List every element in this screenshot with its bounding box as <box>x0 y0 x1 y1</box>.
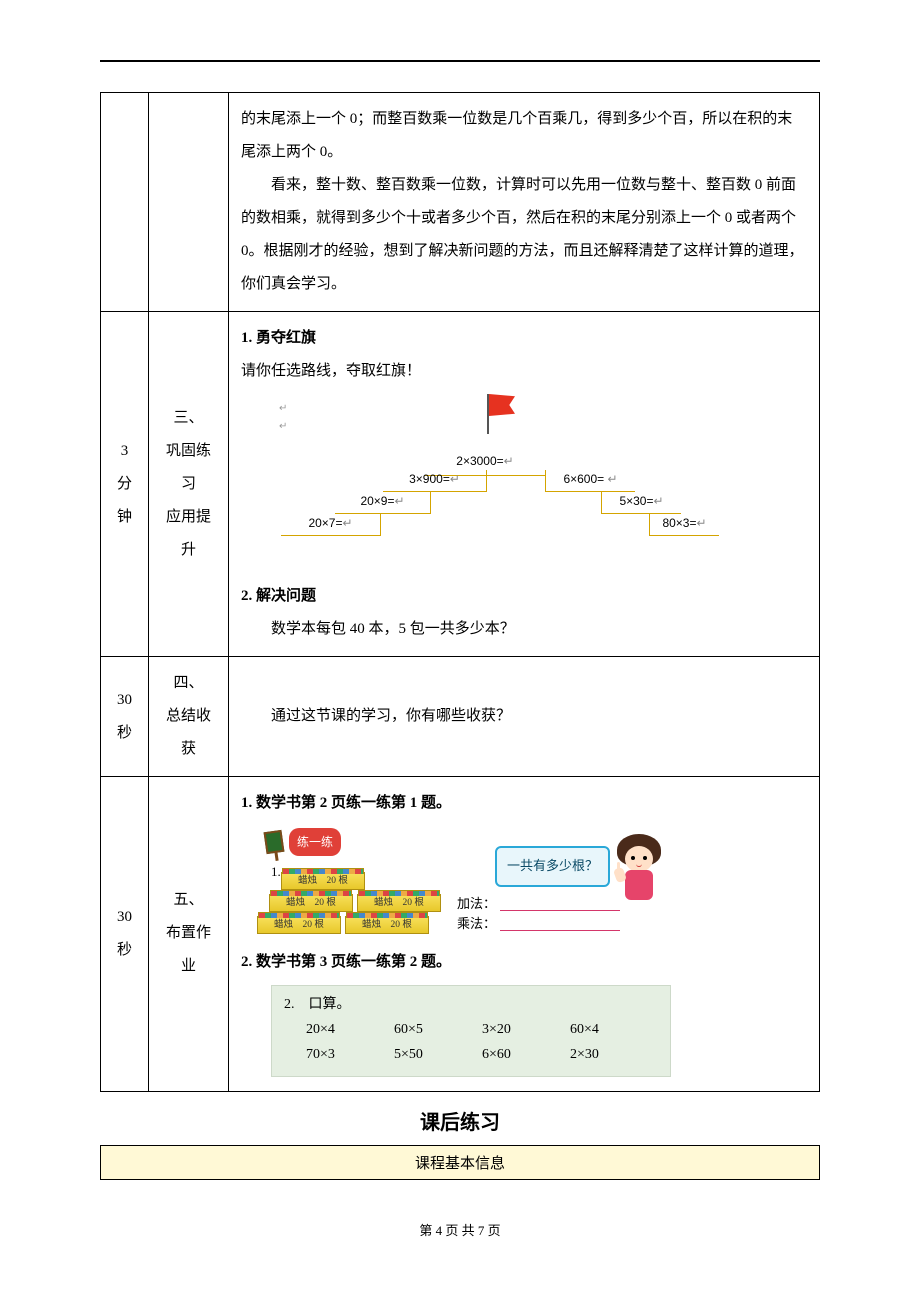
mul-label: 乘法： <box>457 916 496 931</box>
calc-item: 5×50 <box>394 1042 482 1067</box>
content-cell-3: 1. 数学书第 2 页练一练第 1 题。 练一练 1. 蜡烛 20 根 蜡烛 2… <box>229 777 820 1092</box>
calc-item: 2×30 <box>570 1042 658 1067</box>
subheading: 2. 解决问题 <box>241 580 807 613</box>
time-cell: 30 秒 <box>101 657 149 777</box>
time-cell-empty <box>101 93 149 312</box>
lesson-table: 的末尾添上一个 0；而整百数乘一位数是几个百乘几，得到多少个百，所以在积的末尾添… <box>100 92 820 1092</box>
section-num: 四、 <box>161 667 216 700</box>
stair-step: 5×30=↵ <box>601 492 681 514</box>
equation: 20×9= <box>360 494 394 508</box>
table-row: 的末尾添上一个 0；而整百数乘一位数是几个百乘几，得到多少个百，所以在积的末尾添… <box>101 93 820 312</box>
section-title: 布置作业 <box>161 917 216 983</box>
top-rule <box>100 60 820 62</box>
equation: 80×3= <box>662 516 696 530</box>
time-value: 30 <box>117 909 132 925</box>
subheading: 1. 数学书第 2 页练一练第 1 题。 <box>241 787 807 820</box>
section-num: 三、 <box>161 402 216 435</box>
equation: 2×3000= <box>456 454 503 468</box>
homework1-illustration: 练一练 1. 蜡烛 20 根 蜡烛 20 根 蜡烛 20 根 蜡烛 20 根 <box>247 824 677 944</box>
content-cell-0: 的末尾添上一个 0；而整百数乘一位数是几个百乘几，得到多少个百，所以在积的末尾添… <box>229 93 820 312</box>
summary-text: 通过这节课的学习，你有哪些收获？ <box>241 700 807 733</box>
stair-step: 80×3=↵ <box>649 514 719 536</box>
section-num: 五、 <box>161 884 216 917</box>
crayon-box: 蜡烛 20 根 <box>257 916 341 934</box>
crayon-box: 蜡烛 20 根 <box>281 872 365 890</box>
blank-line <box>500 899 620 911</box>
calc-item: 6×60 <box>482 1042 570 1067</box>
flag-icon <box>487 394 489 434</box>
blackboard-icon <box>264 830 285 854</box>
speech-bubble: 一共有多少根？ <box>495 846 610 887</box>
paragraph: 的末尾添上一个 0；而整百数乘一位数是几个百乘几，得到多少个百，所以在积的末尾添… <box>241 103 807 169</box>
calc-box: 2. 口算。 20×4 60×5 3×20 60×4 70×3 5×50 6×6… <box>271 985 671 1077</box>
equation: 20×7= <box>308 516 342 530</box>
course-info-header: 课程基本信息 <box>100 1145 820 1180</box>
section-cell: 三、 巩固练习 应用提升 <box>149 312 229 657</box>
crayon-stack: 蜡烛 20 根 蜡烛 20 根 蜡烛 20 根 蜡烛 20 根 蜡烛 20 根 <box>257 872 447 936</box>
time-unit: 秒 <box>117 725 132 741</box>
equation: 3×900= <box>409 472 450 486</box>
return-mark-icon: ↵ <box>279 416 287 438</box>
table-row: 30 秒 五、 布置作业 1. 数学书第 2 页练一练第 1 题。 练一练 1. <box>101 777 820 1092</box>
table-row: 3 分钟 三、 巩固练习 应用提升 1. 勇夺红旗 请你任选路线，夺取红旗！ ↵… <box>101 312 820 657</box>
section-cell-empty <box>149 93 229 312</box>
instruction-text: 请你任选路线，夺取红旗！ <box>241 355 807 388</box>
equation: 5×30= <box>619 494 653 508</box>
calc-item: 60×4 <box>570 1017 658 1042</box>
calc-item: 60×5 <box>394 1017 482 1042</box>
time-value: 3 <box>121 443 129 459</box>
crayon-box: 蜡烛 20 根 <box>269 894 353 912</box>
section-cell: 四、 总结收获 <box>149 657 229 777</box>
calc-item: 70×3 <box>306 1042 394 1067</box>
stair-step: 20×9=↵ <box>335 492 431 514</box>
flag-staircase-diagram: ↵ ↵ 2×3000=↵ 3×900=↵ 20×9=↵ <box>271 394 701 574</box>
content-cell-1: 1. 勇夺红旗 请你任选路线，夺取红旗！ ↵ ↵ 2×3000=↵ 3×900=… <box>229 312 820 657</box>
equation: 6×600= <box>563 472 604 486</box>
crayon-box: 蜡烛 20 根 <box>357 894 441 912</box>
time-cell: 3 分钟 <box>101 312 149 657</box>
lianyilian-badge: 练一练 <box>265 828 341 856</box>
subheading: 2. 数学书第 3 页练一练第 2 题。 <box>241 946 807 979</box>
time-unit: 秒 <box>117 942 132 958</box>
calc-row: 70×3 5×50 6×60 2×30 <box>284 1042 658 1067</box>
add-label: 加法： <box>457 896 496 911</box>
after-class-title: 课后练习 <box>100 1106 820 1135</box>
table-row: 30 秒 四、 总结收获 通过这节课的学习，你有哪些收获？ <box>101 657 820 777</box>
section-cell: 五、 布置作业 <box>149 777 229 1092</box>
stair-step: 20×7=↵ <box>281 514 381 536</box>
time-unit: 分钟 <box>117 476 132 525</box>
content-cell-2: 通过这节课的学习，你有哪些收获？ <box>229 657 820 777</box>
question-text: 数学本每包 40 本，5 包一共多少本？ <box>241 613 807 646</box>
section-title: 应用提升 <box>161 501 216 567</box>
stair-step: 3×900=↵ <box>383 470 487 492</box>
blank-line <box>500 919 620 931</box>
calc-item: 3×20 <box>482 1017 570 1042</box>
calc-title: 2. 口算。 <box>284 992 658 1017</box>
pill-label: 练一练 <box>289 828 341 856</box>
paragraph: 看来，整十数、整百数乘一位数，计算时可以先用一位数与整十、整百数 0 前面的数相… <box>241 169 807 301</box>
section-title: 总结收获 <box>161 700 216 766</box>
section-title: 巩固练习 <box>161 435 216 501</box>
time-cell: 30 秒 <box>101 777 149 1092</box>
crayon-box: 蜡烛 20 根 <box>345 916 429 934</box>
page-footer: 第 4 页 共 7 页 <box>100 1220 820 1239</box>
calc-row: 20×4 60×5 3×20 60×4 <box>284 1017 658 1042</box>
subheading: 1. 勇夺红旗 <box>241 322 807 355</box>
fill-blanks: 加法： 乘法： <box>457 894 620 934</box>
calc-item: 20×4 <box>306 1017 394 1042</box>
stair-step: 6×600= ↵ <box>545 470 635 492</box>
time-value: 30 <box>117 692 132 708</box>
